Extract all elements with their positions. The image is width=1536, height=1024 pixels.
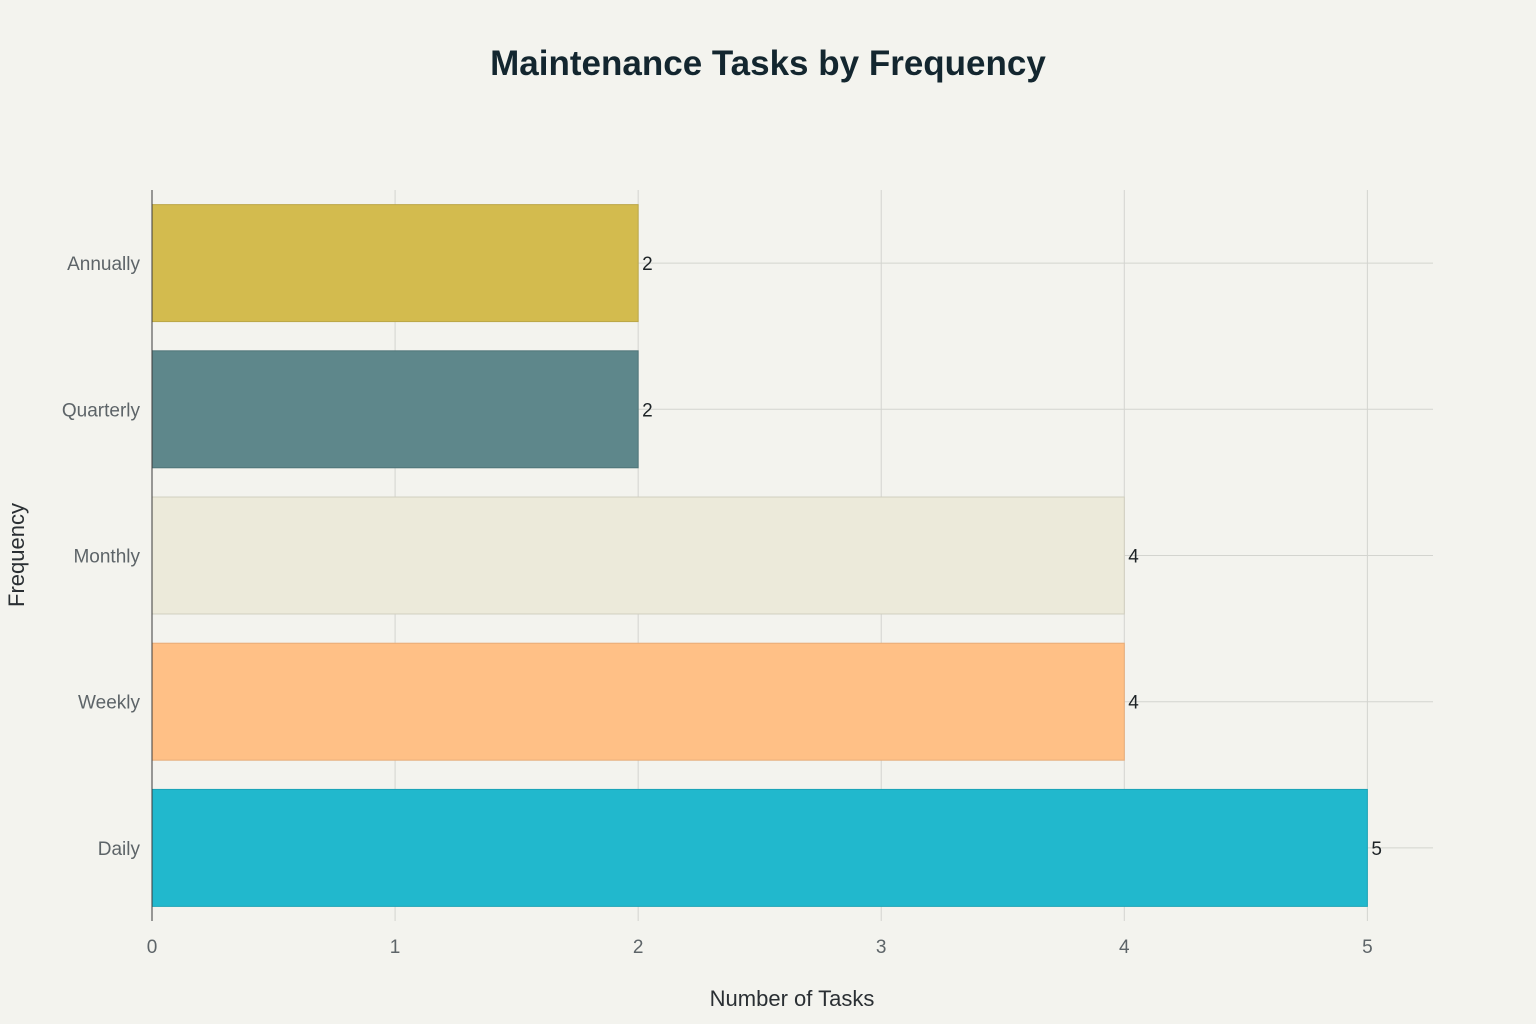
data-label-daily: 5 (1371, 839, 1382, 860)
x-tick-label: 5 (1362, 937, 1373, 958)
data-labels: 5 4 4 2 2 (642, 254, 1382, 860)
y-tick-label-quarterly: Quarterly (62, 400, 141, 421)
x-axis-ticks: 0 1 2 3 4 5 (147, 937, 1373, 958)
data-label-annually: 2 (642, 254, 653, 275)
y-axis-ticks: Daily Weekly Monthly Quarterly Annually (62, 254, 141, 860)
data-label-weekly: 4 (1128, 693, 1139, 714)
y-tick-label-daily: Daily (98, 839, 141, 860)
x-tick-label: 3 (876, 937, 887, 958)
bars (151, 204, 1368, 907)
bar-daily (151, 788, 1368, 907)
bar-annually (151, 204, 639, 323)
y-tick-label-monthly: Monthly (73, 547, 140, 568)
chart-title: Maintenance Tasks by Frequency (490, 44, 1046, 83)
y-tick-label-weekly: Weekly (78, 693, 140, 714)
data-label-quarterly: 2 (642, 400, 653, 421)
y-axis-title: Frequency (4, 503, 29, 607)
y-tick-label-annually: Annually (67, 254, 140, 275)
bar-quarterly (151, 350, 639, 469)
bar-monthly (151, 496, 1125, 615)
bar-weekly (151, 642, 1125, 761)
x-tick-label: 0 (147, 937, 158, 958)
x-tick-label: 1 (390, 937, 401, 958)
x-tick-label: 4 (1119, 937, 1130, 958)
x-tick-label: 2 (633, 937, 644, 958)
data-label-monthly: 4 (1128, 547, 1139, 568)
x-axis-title: Number of Tasks (710, 986, 875, 1011)
